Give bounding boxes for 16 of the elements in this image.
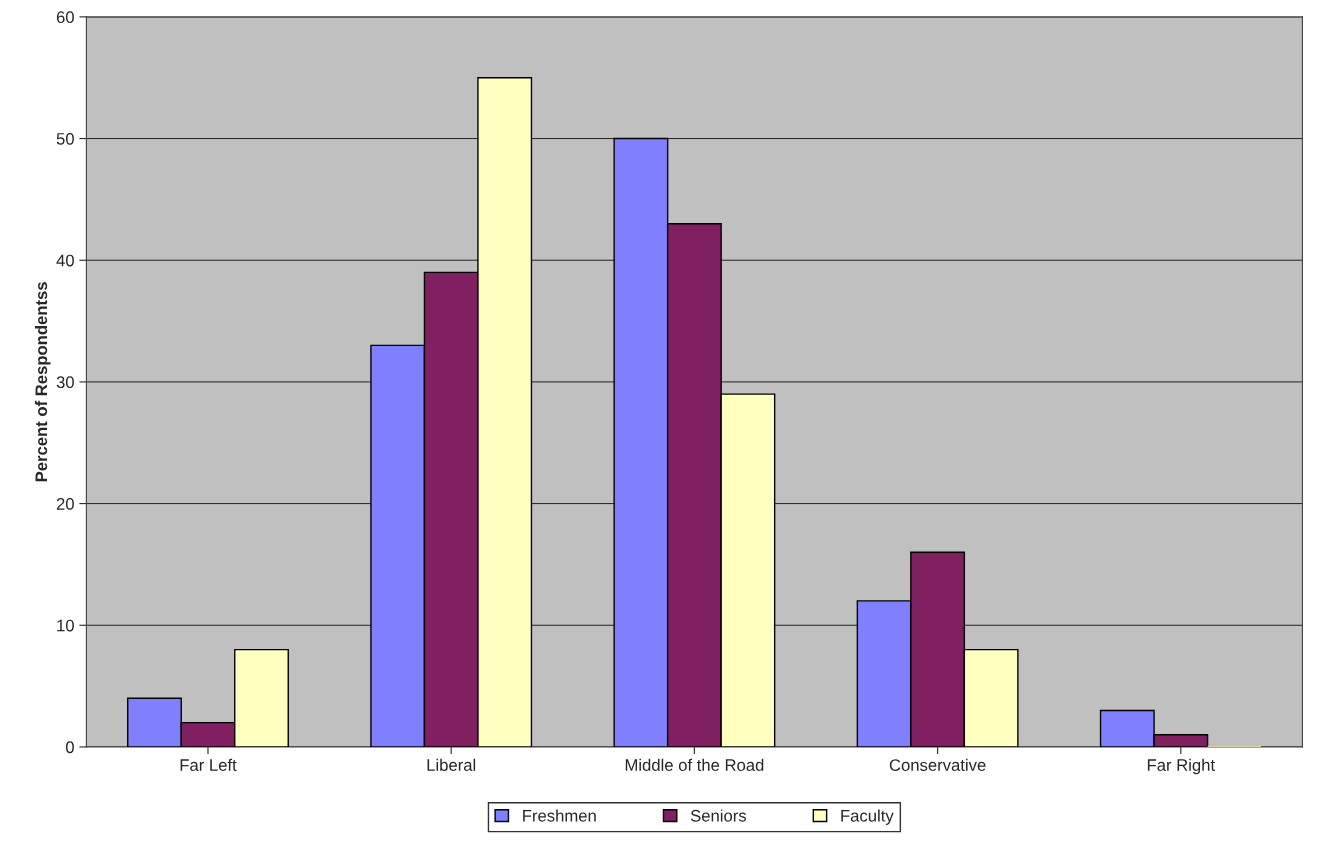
y-tick-label: 30 <box>56 376 74 389</box>
x-tick-label: Far Right <box>1147 758 1215 775</box>
y-tick-label: 60 <box>56 11 74 24</box>
y-tick-label: 50 <box>56 132 74 145</box>
legend-label: Freshmen <box>523 809 596 822</box>
x-tick-label: Far Left <box>180 758 237 771</box>
y-tick-label: 40 <box>56 254 74 267</box>
y-tick-label: 0 <box>65 741 74 754</box>
y-axis-title: Percent of Respondentss <box>34 282 51 482</box>
x-tick-label: Middle of the Road <box>625 758 764 771</box>
x-tick-label: Liberal <box>427 758 476 771</box>
y-tick-label: 20 <box>56 497 74 510</box>
x-tick-label: Conservative <box>889 758 986 771</box>
legend-label: Faculty <box>841 809 894 825</box>
y-tick-label: 10 <box>57 619 74 632</box>
legend-label: Seniors <box>690 809 747 822</box>
